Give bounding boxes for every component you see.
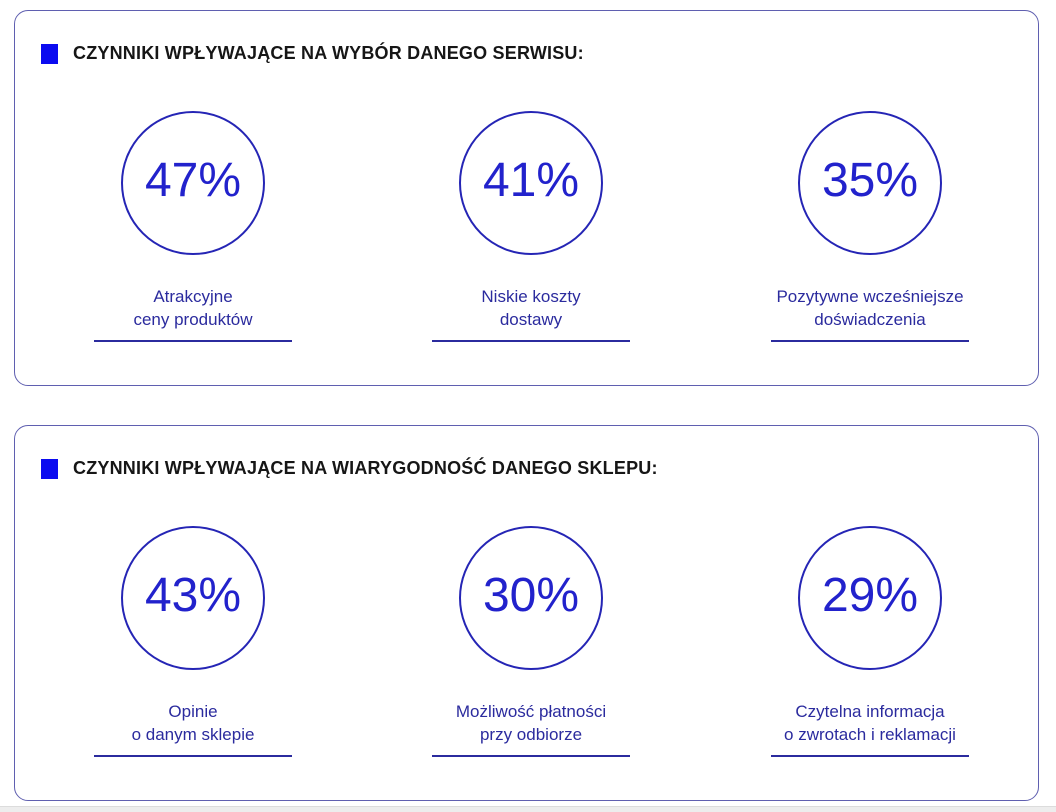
section-title: CZYNNIKI WPŁYWAJĄCE NA WYBÓR DANEGO SERW… [73, 43, 584, 63]
stat-label-line2: przy odbiorze [479, 725, 583, 744]
stat-underline [432, 340, 630, 342]
section-header: CZYNNIKI WPŁYWAJĄCE NA WIARYGODNOŚĆ DANE… [41, 458, 658, 479]
blue-square-bullet-icon [41, 458, 58, 479]
stat-label-line2: ceny produktów [133, 310, 253, 329]
stat-circle: 29% [798, 526, 942, 670]
stat-label-line2: doświadczenia [814, 310, 926, 329]
stat-label-line1: Czytelna informacja [795, 702, 945, 721]
stat-label: Opinie o danym sklepie [53, 700, 333, 746]
page-bottom-edge [0, 806, 1056, 812]
stat-cash-on-delivery: 30% Możliwość płatności przy odbiorze [391, 526, 671, 757]
stat-label-line1: Pozytywne wcześniejsze [776, 287, 964, 306]
stat-underline [94, 340, 292, 342]
stat-low-delivery-costs: 41% Niskie koszty dostawy [391, 111, 671, 342]
stat-positive-past-experience: 35% Pozytywne wcześniejsze doświadczenia [730, 111, 1010, 342]
stat-circle: 30% [459, 526, 603, 670]
stat-circle: 35% [798, 111, 942, 255]
stat-clear-returns-info: 29% Czytelna informacja o zwrotach i rek… [730, 526, 1010, 757]
section-store-credibility-factors: CZYNNIKI WPŁYWAJĄCE NA WIARYGODNOŚĆ DANE… [14, 425, 1039, 801]
blue-square-bullet-icon [41, 43, 58, 64]
stat-label: Pozytywne wcześniejsze doświadczenia [730, 285, 1010, 331]
stat-attractive-prices: 47% Atrakcyjne ceny produktów [53, 111, 333, 342]
stat-label-line1: Niskie koszty [481, 287, 581, 306]
stat-label: Możliwość płatności przy odbiorze [391, 700, 671, 746]
stat-label-line1: Atrakcyjne [153, 287, 233, 306]
stat-circle: 41% [459, 111, 603, 255]
stat-label-line2: dostawy [499, 310, 563, 329]
stat-store-reviews: 43% Opinie o danym sklepie [53, 526, 333, 757]
stat-percentage: 30% [482, 569, 580, 622]
stat-underline [771, 755, 969, 757]
section-service-choice-factors: CZYNNIKI WPŁYWAJĄCE NA WYBÓR DANEGO SERW… [14, 10, 1039, 386]
stat-percentage: 43% [144, 569, 242, 622]
stat-underline [771, 340, 969, 342]
section-title: CZYNNIKI WPŁYWAJĄCE NA WIARYGODNOŚĆ DANE… [73, 458, 658, 478]
stat-circle: 47% [121, 111, 265, 255]
stat-percentage: 47% [144, 154, 242, 207]
stat-label-line1: Opinie [168, 702, 218, 721]
stat-label: Atrakcyjne ceny produktów [53, 285, 333, 331]
stat-percentage: 41% [482, 154, 580, 207]
stat-label: Niskie koszty dostawy [391, 285, 671, 331]
section-header: CZYNNIKI WPŁYWAJĄCE NA WYBÓR DANEGO SERW… [41, 43, 584, 64]
stat-label: Czytelna informacja o zwrotach i reklama… [730, 700, 1010, 746]
stat-underline [432, 755, 630, 757]
stat-label-line1: Możliwość płatności [455, 702, 607, 721]
stat-percentage: 29% [821, 569, 919, 622]
stat-percentage: 35% [821, 154, 919, 207]
stat-label-line2: o danym sklepie [131, 725, 255, 744]
stat-label-line2: o zwrotach i reklamacji [784, 725, 956, 744]
stat-circle: 43% [121, 526, 265, 670]
stat-underline [94, 755, 292, 757]
